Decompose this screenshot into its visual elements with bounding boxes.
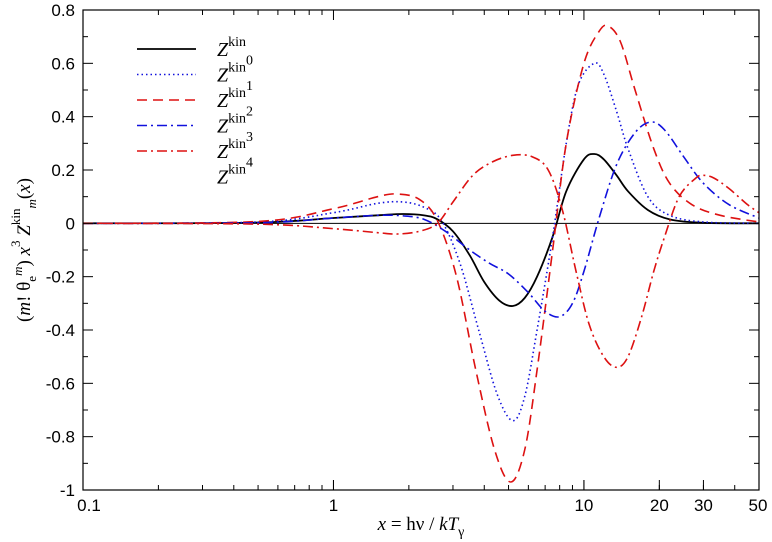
- series-lines: [83, 24, 759, 483]
- y-tick-label-6: 0.2: [51, 161, 75, 180]
- legend-label-1: Zkin0: [217, 54, 253, 87]
- legend-label-5: Zkin4: [217, 156, 253, 189]
- x-axis-title: x = hν / kTγ: [377, 514, 465, 540]
- x-tick-label-2: 10: [574, 496, 593, 515]
- y-tick-label-0: -1: [60, 481, 75, 500]
- y-tick-label-4: -0.2: [46, 268, 75, 287]
- legend-label-0: Zkin: [217, 35, 246, 61]
- series-line-3: [83, 121, 759, 318]
- x-tick-label-5: 50: [749, 496, 768, 515]
- axis-titles: x = hν / kTγ (m! θem) x3 Zkinm(x): [8, 178, 464, 540]
- series-line-4: [83, 153, 759, 369]
- series-line-1: [83, 62, 759, 422]
- axes: -1 -0.8 -0.6 -0.4 -0.2 0 0.2 0.4 0.6 0.8 0.1 1 10 20 3…: [46, 1, 768, 515]
- legend-label-3: Zkin2: [217, 105, 253, 138]
- x-tick-label-1: 1: [329, 496, 338, 515]
- y-tick-label-3: -0.4: [46, 321, 75, 340]
- series-line-0: [83, 153, 759, 307]
- y-axis-title: (m! θem) x3 Zkinm(x): [8, 178, 39, 322]
- legend-label-4: Zkin3: [217, 130, 253, 163]
- x-tick-label-3: 20: [650, 496, 669, 515]
- plot-frame: [82, 9, 760, 491]
- y-tick-label-5: 0: [66, 214, 75, 233]
- x-tick-label-0: 0.1: [77, 496, 101, 515]
- y-tick-label-2: -0.6: [46, 374, 75, 393]
- y-tick-label-1: -0.8: [46, 428, 75, 447]
- series-line-2: [83, 24, 759, 483]
- y-tick-label-9: 0.8: [51, 1, 75, 20]
- y-tick-label-8: 0.6: [51, 54, 75, 73]
- y-tick-label-7: 0.4: [51, 108, 75, 127]
- x-tick-label-4: 30: [694, 496, 713, 515]
- legend-label-2: Zkin1: [217, 79, 253, 112]
